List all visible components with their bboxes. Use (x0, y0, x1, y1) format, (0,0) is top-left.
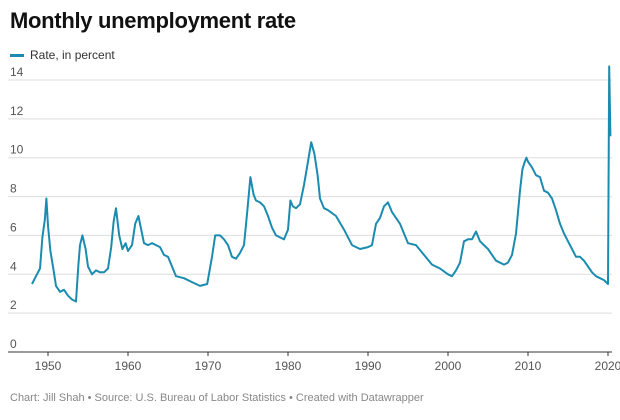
grid (8, 79, 612, 314)
y-tick-label: 4 (10, 259, 17, 273)
series-line-rate (31, 65, 612, 303)
x-tick-label: 2010 (515, 359, 542, 373)
y-tick-label: 12 (10, 104, 24, 118)
y-tick-label: 8 (10, 182, 17, 196)
x-tick-label: 1950 (35, 359, 62, 373)
x-tick-label: 2020 (595, 359, 620, 373)
series-layer (31, 65, 612, 303)
chart-title: Monthly unemployment rate (10, 8, 296, 33)
y-tick-label: 0 (10, 337, 17, 351)
x-tick-label: 2000 (435, 359, 462, 373)
axes: 0 2 4 6 8 10 12 14 1950 1960 1970 1980 1990 2000 2010 2… (8, 65, 620, 373)
y-tick-label: 6 (10, 220, 17, 234)
y-tick-label: 2 (10, 298, 17, 312)
x-tick-label: 1990 (355, 359, 382, 373)
y-tick-label: 10 (10, 143, 24, 157)
x-tick-label: 1970 (195, 359, 222, 373)
y-tick-label: 14 (10, 65, 24, 79)
legend: Rate, in percent (10, 48, 115, 62)
legend-swatch (10, 53, 24, 57)
x-tick-label: 1960 (115, 359, 142, 373)
chart-footer: Chart: Jill Shah • Source: U.S. Bureau o… (10, 392, 424, 404)
legend-label: Rate, in percent (30, 48, 115, 62)
x-tick-label: 1980 (275, 359, 302, 373)
